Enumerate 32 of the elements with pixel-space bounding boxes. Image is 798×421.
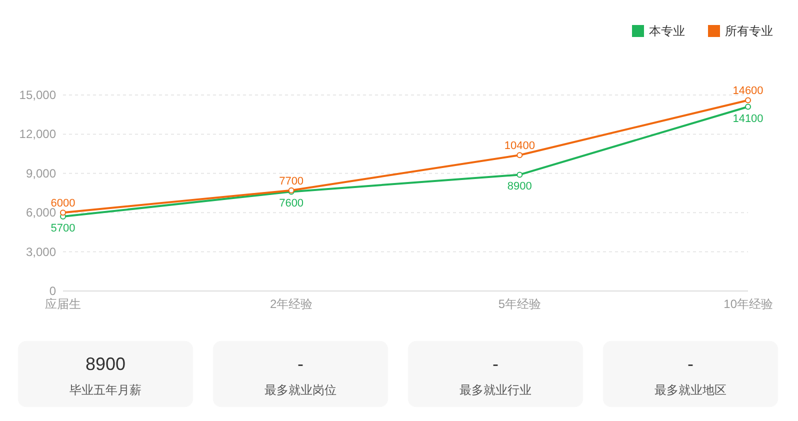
data-label: 8900 <box>507 180 532 193</box>
y-tick-label: 0 <box>49 284 56 298</box>
text: - <box>688 354 694 374</box>
x-tick-label: 10年经验 <box>724 297 773 311</box>
point <box>60 210 66 216</box>
category-label: 最多就业地区 <box>654 383 726 397</box>
data-label: 10400 <box>504 140 535 152</box>
data-label: 14100 <box>732 112 764 125</box>
point <box>745 104 751 110</box>
data-label: 7700 <box>279 175 304 188</box>
x-tick-label: 5年经验 <box>498 297 542 311</box>
data-label: 5700 <box>50 222 76 235</box>
text: - <box>492 354 498 374</box>
data-label: 14600 <box>732 85 764 98</box>
legend-label: 本专业 <box>649 24 685 38</box>
category-label: 最多就业岗位 <box>264 383 336 397</box>
x-tick-label: 应届生 <box>45 297 81 311</box>
y-tick-label: 12,000 <box>19 127 56 142</box>
data-label: 7600 <box>279 198 304 210</box>
y-tick-label: 9,000 <box>26 166 56 180</box>
text: 8900 <box>85 354 126 374</box>
point <box>516 172 523 178</box>
y-tick-label: 3,000 <box>26 244 56 259</box>
y-tick-label: 15,000 <box>19 88 56 102</box>
point <box>745 97 751 104</box>
legend-label: 所有专业 <box>725 24 773 38</box>
category-label: 毕业五年月薪 <box>70 383 142 397</box>
y-tick-label: 6,000 <box>26 206 56 220</box>
point <box>516 152 523 158</box>
category-label: 最多就业行业 <box>460 383 532 397</box>
x-tick-label: 2年经验 <box>270 297 313 311</box>
text: - <box>298 354 304 374</box>
